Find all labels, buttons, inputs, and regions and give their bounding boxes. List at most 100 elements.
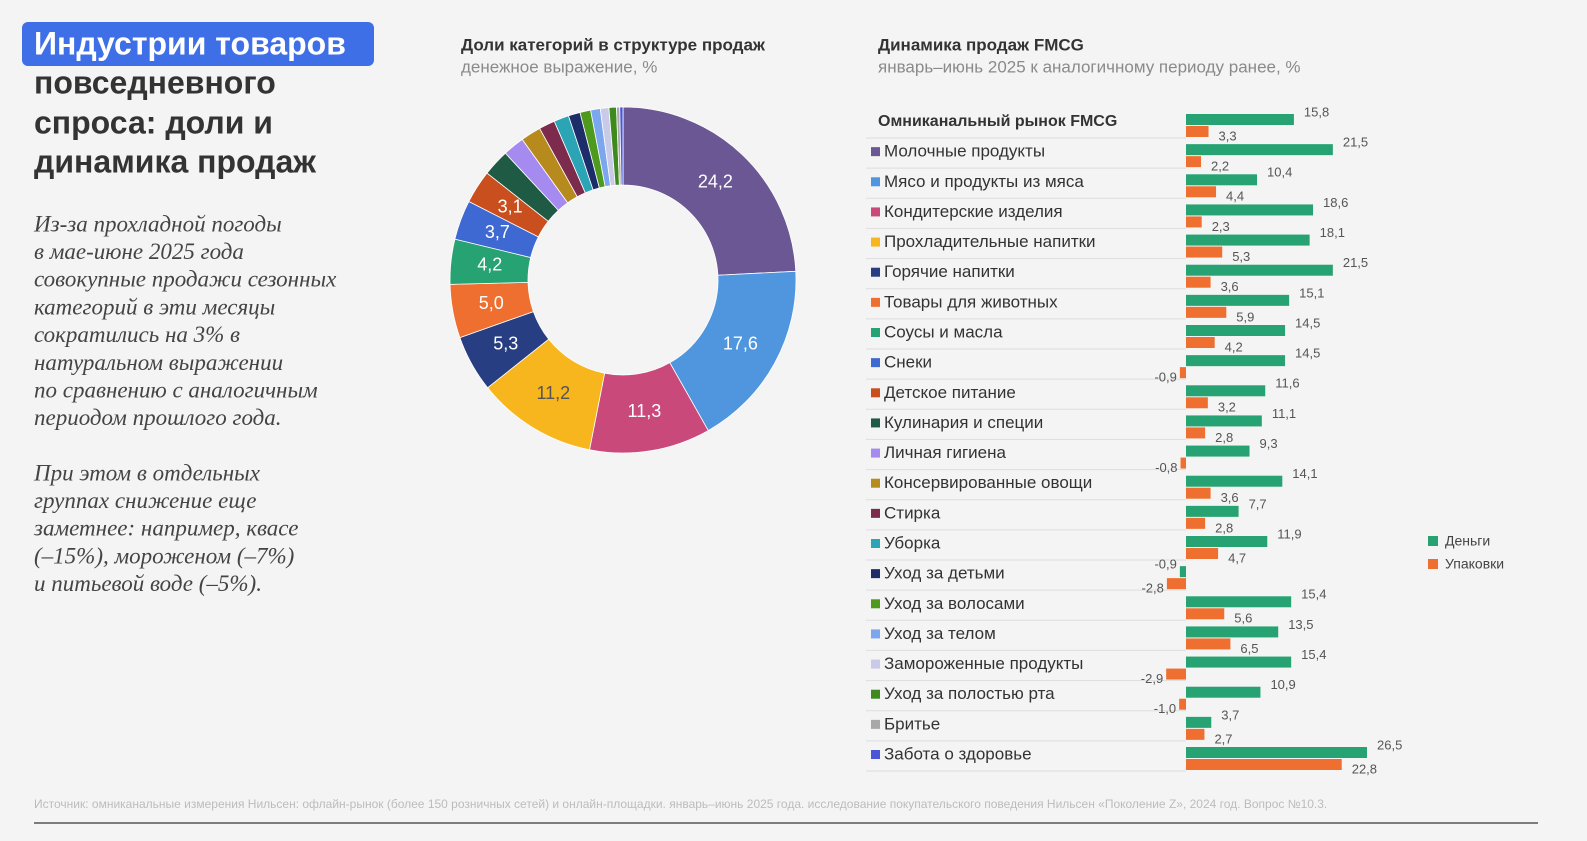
- value-label: 3,2: [1218, 400, 1236, 415]
- category-swatch: [871, 629, 880, 639]
- bar: [1186, 355, 1286, 367]
- category-swatch: [871, 448, 880, 458]
- bar: [1186, 337, 1215, 348]
- segment-label: 17,6: [723, 333, 758, 353]
- category-label: Бритье: [884, 714, 940, 733]
- value-label: 18,6: [1323, 195, 1348, 210]
- category-swatch: [871, 569, 880, 579]
- segment-label: 3,7: [485, 222, 510, 242]
- paragraph-line: группах снижение еще: [34, 488, 256, 513]
- category-swatch: [871, 207, 880, 217]
- bar: [1186, 186, 1217, 198]
- paragraph-line: Из-за прохладной погоды: [33, 211, 282, 236]
- paragraph-line: совокупные продажи сезонных: [34, 267, 337, 292]
- paragraph-line: в мае-июне 2025 года: [34, 239, 244, 264]
- bar: [1186, 536, 1268, 547]
- paragraph-line: категорий в эти месяцы: [34, 294, 275, 319]
- value-label: 2,2: [1211, 159, 1229, 174]
- bar: [1186, 548, 1219, 559]
- value-label: 3,6: [1221, 279, 1239, 294]
- value-label: 5,9: [1236, 309, 1254, 324]
- bar: [1186, 608, 1225, 620]
- value-label: 11,1: [1272, 406, 1296, 421]
- value-label: 22,8: [1352, 761, 1377, 776]
- value-label: 7,7: [1249, 496, 1267, 511]
- category-label: Горячие напитки: [884, 262, 1015, 281]
- bar: [1186, 264, 1333, 276]
- value-label: -2,9: [1141, 671, 1163, 686]
- paragraph-line: сократились на 3% в: [34, 322, 240, 347]
- chart-title: Доли категорий в структуре продаж: [461, 35, 766, 54]
- value-label: 9,3: [1260, 436, 1278, 451]
- bar: [1186, 306, 1227, 318]
- bar: [1180, 457, 1186, 469]
- value-label: 4,7: [1228, 550, 1246, 565]
- category-swatch: [871, 297, 880, 307]
- paragraph-line: (–15%), мороженом (–7%): [34, 543, 294, 568]
- bar: [1186, 216, 1202, 228]
- bar: [1186, 427, 1206, 439]
- category-swatch: [871, 599, 880, 609]
- paragraph-line: заметнее: например, квасе: [33, 516, 298, 541]
- value-label: 6,5: [1240, 641, 1258, 656]
- category-swatch: [871, 539, 880, 548]
- value-label: 18,1: [1320, 225, 1345, 240]
- value-label: 26,5: [1377, 737, 1402, 752]
- category-swatch: [871, 388, 880, 398]
- value-label: -0,8: [1155, 460, 1177, 475]
- value-label: 2,8: [1215, 520, 1233, 535]
- value-label: 3,6: [1221, 490, 1239, 505]
- paragraph-line: натуральном выражении: [34, 350, 283, 375]
- chart-subtitle: январь–июнь 2025 к аналогичному периоду …: [878, 57, 1301, 76]
- value-label: 5,3: [1232, 249, 1250, 264]
- category-swatch: [871, 719, 880, 729]
- bar: [1166, 578, 1186, 590]
- category-label: Соусы и масла: [884, 322, 1003, 341]
- bar: [1186, 747, 1367, 758]
- title-line: спроса: доли и: [34, 104, 273, 140]
- category-swatch: [871, 689, 880, 699]
- value-label: 10,9: [1270, 677, 1295, 692]
- category-label: Товары для животных: [884, 292, 1058, 311]
- bar: [1186, 728, 1205, 740]
- bar: [1186, 626, 1279, 638]
- category-swatch: [871, 659, 880, 669]
- bar: [1186, 204, 1314, 216]
- bar: [1186, 517, 1206, 529]
- bar: [1186, 638, 1231, 650]
- legend-swatch: [1428, 536, 1438, 546]
- bar: [1186, 686, 1261, 698]
- bar: [1186, 325, 1286, 336]
- donut-segment: [669, 270, 797, 432]
- bar: [1186, 126, 1209, 137]
- chart-title: Динамика продаж FMCG: [878, 35, 1084, 54]
- category-label: Уход за волосами: [884, 594, 1025, 613]
- bar: [1179, 367, 1186, 379]
- category-swatch: [871, 508, 880, 518]
- category-label: Кулинария и специи: [884, 413, 1043, 432]
- category-swatch: [871, 328, 880, 337]
- value-label: 2,8: [1215, 430, 1233, 445]
- value-label: -2,8: [1141, 581, 1163, 596]
- bar: [1186, 246, 1223, 258]
- value-label: 2,7: [1214, 731, 1232, 746]
- title-line: повседневного: [34, 64, 276, 100]
- category-label: Уход за полостью рта: [884, 684, 1055, 703]
- bar: [1186, 475, 1283, 487]
- segment-label: 3,1: [498, 197, 523, 217]
- segment-label: 24,2: [698, 172, 733, 192]
- category-swatch: [871, 147, 880, 157]
- category-label: Стирка: [884, 503, 941, 522]
- category-label: Уход за детьми: [884, 564, 1005, 583]
- donut-segment: [619, 106, 624, 186]
- category-label: Мясо и продукты из мяса: [884, 172, 1084, 191]
- value-label: -0,9: [1154, 557, 1176, 572]
- category-swatch: [871, 418, 880, 428]
- value-label: 21,5: [1343, 135, 1368, 150]
- segment-label: 5,0: [479, 293, 504, 313]
- value-label: 14,5: [1295, 315, 1320, 330]
- bar: [1186, 156, 1202, 168]
- legend-swatch: [1428, 559, 1438, 569]
- category-label: Омниканальный рынок FMCG: [878, 113, 1117, 130]
